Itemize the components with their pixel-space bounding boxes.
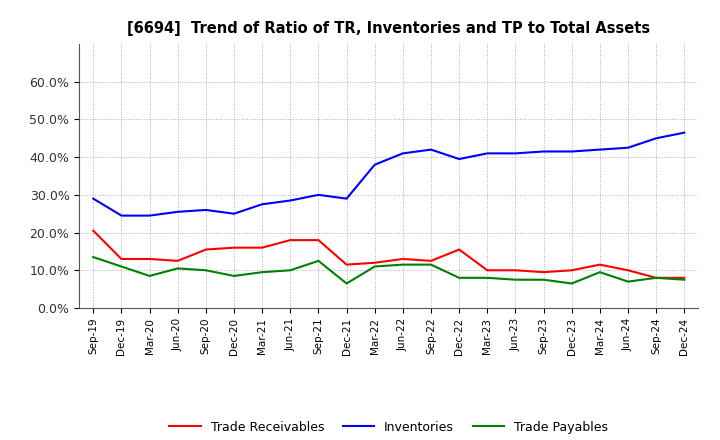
Trade Payables bbox=[202, 268, 210, 273]
Trade Payables bbox=[145, 273, 154, 279]
Inventories bbox=[370, 162, 379, 167]
Inventories bbox=[145, 213, 154, 218]
Trade Receivables bbox=[145, 257, 154, 262]
Title: [6694]  Trend of Ratio of TR, Inventories and TP to Total Assets: [6694] Trend of Ratio of TR, Inventories… bbox=[127, 21, 650, 36]
Line: Inventories: Inventories bbox=[94, 132, 684, 216]
Trade Payables bbox=[511, 277, 520, 282]
Trade Payables bbox=[567, 281, 576, 286]
Trade Receivables bbox=[595, 262, 604, 267]
Trade Payables bbox=[483, 275, 492, 280]
Trade Payables bbox=[427, 262, 436, 267]
Trade Payables bbox=[370, 264, 379, 269]
Trade Payables bbox=[595, 270, 604, 275]
Legend: Trade Receivables, Inventories, Trade Payables: Trade Receivables, Inventories, Trade Pa… bbox=[164, 416, 613, 439]
Trade Receivables bbox=[230, 245, 238, 250]
Inventories bbox=[174, 209, 182, 214]
Trade Payables bbox=[89, 254, 98, 260]
Trade Receivables bbox=[399, 257, 408, 262]
Trade Payables bbox=[680, 277, 688, 282]
Inventories bbox=[230, 211, 238, 216]
Trade Payables bbox=[455, 275, 464, 280]
Trade Receivables bbox=[652, 275, 660, 280]
Inventories bbox=[567, 149, 576, 154]
Trade Receivables bbox=[539, 270, 548, 275]
Trade Payables bbox=[230, 273, 238, 279]
Inventories bbox=[595, 147, 604, 152]
Inventories bbox=[314, 192, 323, 198]
Trade Receivables bbox=[427, 258, 436, 264]
Inventories bbox=[680, 130, 688, 135]
Trade Receivables bbox=[370, 260, 379, 265]
Trade Receivables bbox=[511, 268, 520, 273]
Line: Trade Payables: Trade Payables bbox=[94, 257, 684, 283]
Inventories bbox=[117, 213, 126, 218]
Trade Payables bbox=[314, 258, 323, 264]
Trade Receivables bbox=[342, 262, 351, 267]
Inventories bbox=[483, 151, 492, 156]
Inventories bbox=[202, 207, 210, 213]
Trade Receivables bbox=[455, 247, 464, 252]
Inventories bbox=[455, 156, 464, 161]
Inventories bbox=[89, 196, 98, 201]
Trade Receivables bbox=[89, 228, 98, 233]
Inventories bbox=[511, 151, 520, 156]
Inventories bbox=[652, 136, 660, 141]
Trade Receivables bbox=[286, 238, 294, 243]
Trade Receivables bbox=[174, 258, 182, 264]
Trade Receivables bbox=[680, 275, 688, 280]
Inventories bbox=[539, 149, 548, 154]
Trade Receivables bbox=[117, 257, 126, 262]
Trade Receivables bbox=[483, 268, 492, 273]
Trade Payables bbox=[399, 262, 408, 267]
Trade Payables bbox=[258, 270, 266, 275]
Trade Payables bbox=[286, 268, 294, 273]
Trade Receivables bbox=[314, 238, 323, 243]
Trade Payables bbox=[174, 266, 182, 271]
Trade Receivables bbox=[624, 268, 632, 273]
Trade Payables bbox=[539, 277, 548, 282]
Trade Receivables bbox=[258, 245, 266, 250]
Inventories bbox=[286, 198, 294, 203]
Trade Payables bbox=[652, 275, 660, 280]
Trade Receivables bbox=[567, 268, 576, 273]
Inventories bbox=[399, 151, 408, 156]
Inventories bbox=[427, 147, 436, 152]
Trade Receivables bbox=[202, 247, 210, 252]
Trade Payables bbox=[117, 264, 126, 269]
Trade Payables bbox=[624, 279, 632, 284]
Inventories bbox=[342, 196, 351, 201]
Inventories bbox=[624, 145, 632, 150]
Inventories bbox=[258, 202, 266, 207]
Trade Payables bbox=[342, 281, 351, 286]
Line: Trade Receivables: Trade Receivables bbox=[94, 231, 684, 278]
